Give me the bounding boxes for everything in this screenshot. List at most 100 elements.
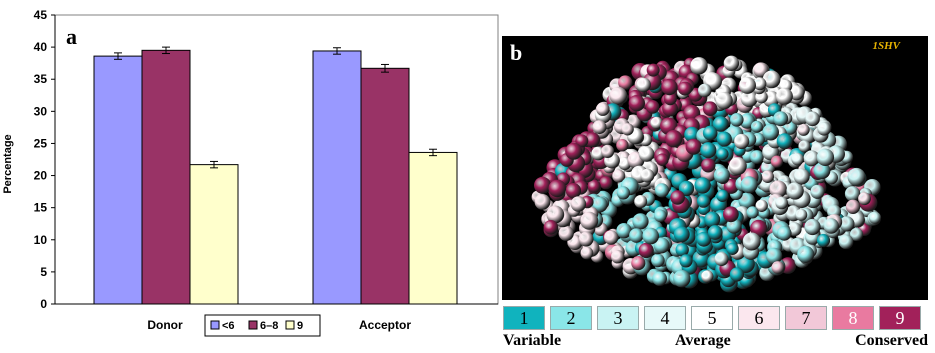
scale-cell-9: 9 (879, 306, 921, 330)
atom-sphere (845, 199, 861, 214)
atom-sphere (734, 133, 750, 150)
y-tick-label: 5 (40, 265, 47, 279)
atom-sphere (684, 126, 700, 143)
atom-sphere (642, 227, 659, 245)
atom-sphere (632, 213, 649, 230)
atom-sphere (723, 178, 739, 194)
scale-label-conserved: Conserved (855, 332, 928, 349)
atom-sphere (844, 186, 861, 202)
atom-sphere (805, 111, 820, 127)
scale-cell-5: 5 (691, 306, 733, 330)
atom-sphere (702, 101, 718, 116)
atom-sphere (723, 55, 740, 71)
y-tick-label: 30 (34, 104, 48, 118)
atom-sphere (646, 63, 660, 77)
atom-sphere (753, 77, 767, 91)
atom-sphere (616, 139, 629, 152)
atom-sphere (817, 121, 832, 136)
atom-sphere (716, 131, 732, 147)
atom-sphere (823, 218, 839, 234)
atom-sphere (728, 157, 747, 176)
y-tick-label: 25 (34, 136, 48, 150)
atom-sphere (793, 168, 810, 185)
atom-sphere (580, 211, 599, 230)
y-tick-label: 35 (34, 72, 48, 86)
scale-cell-6: 6 (738, 306, 780, 330)
atom-sphere (746, 206, 759, 219)
y-tick-label: 15 (34, 201, 48, 215)
atom-sphere (656, 153, 669, 166)
y-tick-label: 0 (40, 297, 47, 311)
atom-sphere (663, 92, 677, 106)
atom-sphere (652, 271, 667, 286)
atom-sphere (565, 183, 582, 199)
atom-sphere (776, 133, 793, 150)
atom-sphere (707, 225, 723, 240)
atom-sphere (773, 111, 789, 127)
atom-sphere (634, 195, 648, 208)
x-category-label: Acceptor (359, 318, 411, 332)
atom-sphere (534, 194, 551, 210)
atom-sphere (575, 134, 589, 148)
atom-sphere (775, 87, 793, 105)
atom-sphere (726, 242, 739, 255)
scale-cell-7: 7 (785, 306, 827, 330)
atom-sphere (596, 102, 610, 116)
bar (312, 50, 362, 305)
scale-cell-4: 4 (644, 306, 686, 330)
atom-sphere (797, 123, 810, 136)
atom-sphere (713, 167, 730, 184)
protein-atoms (531, 55, 882, 293)
y-tick-label: 45 (34, 8, 48, 22)
atom-sphere (546, 205, 565, 224)
legend-entry-label: 9 (297, 320, 303, 332)
atom-sphere (629, 228, 644, 243)
atom-sphere (653, 237, 670, 254)
atom-sphere (704, 211, 721, 228)
bars-group (93, 46, 458, 305)
y-tick-label: 40 (34, 40, 48, 54)
atom-sphere (702, 125, 718, 141)
bar (408, 151, 458, 305)
atom-sphere (665, 130, 683, 148)
atom-sphere (673, 226, 690, 243)
atom-sphere (786, 182, 804, 200)
atom-sphere (599, 176, 613, 190)
panel-b-letter: b (510, 40, 523, 65)
atom-sphere (601, 144, 615, 158)
atom-sphere (795, 208, 808, 221)
atom-sphere (585, 132, 600, 148)
atom-sphere (565, 142, 583, 160)
atom-sphere (534, 176, 551, 194)
scale-label-variable: Variable (503, 332, 562, 349)
atom-sphere (765, 247, 783, 265)
atom-sphere (740, 90, 758, 108)
legend-box (204, 314, 321, 337)
atom-sphere (650, 116, 663, 129)
atom-sphere (640, 168, 655, 183)
y-axis-label: Percentage (2, 134, 14, 194)
atom-sphere (755, 199, 768, 212)
atom-sphere (849, 227, 864, 241)
protein-surface-image (531, 55, 882, 293)
atom-sphere (651, 253, 665, 268)
scale-label-average: Average (675, 332, 731, 349)
atom-sphere (636, 77, 651, 93)
atom-sphere (616, 186, 630, 200)
atom-sphere (679, 254, 693, 268)
bar (141, 49, 191, 305)
atom-sphere (810, 184, 825, 199)
atom-sphere (715, 91, 733, 110)
atom-sphere (740, 176, 758, 194)
atom-sphere (696, 194, 711, 208)
atom-sphere (762, 123, 779, 141)
legend-swatch (285, 320, 295, 330)
atom-sphere (847, 167, 866, 186)
x-category-label: Donor (147, 318, 183, 332)
atom-sphere (621, 123, 634, 136)
atom-sphere (578, 231, 594, 247)
atom-sphere (712, 116, 729, 132)
legend-swatch (210, 320, 220, 330)
atom-sphere (654, 183, 670, 198)
atom-sphere (804, 218, 821, 236)
